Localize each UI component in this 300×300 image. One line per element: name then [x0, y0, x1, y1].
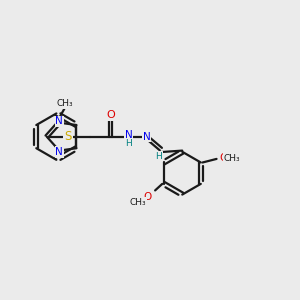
Text: N: N — [55, 147, 63, 157]
Text: N: N — [143, 132, 151, 142]
Text: O: O — [106, 110, 115, 120]
Text: H: H — [155, 152, 162, 161]
Text: O: O — [219, 153, 227, 163]
Text: H: H — [125, 139, 132, 148]
Text: O: O — [144, 192, 152, 202]
Text: CH₃: CH₃ — [130, 198, 146, 207]
Text: N: N — [55, 116, 63, 127]
Text: CH₃: CH₃ — [224, 154, 241, 163]
Text: S: S — [64, 130, 72, 143]
Text: N: N — [125, 130, 133, 140]
Text: CH₃: CH₃ — [56, 99, 73, 108]
